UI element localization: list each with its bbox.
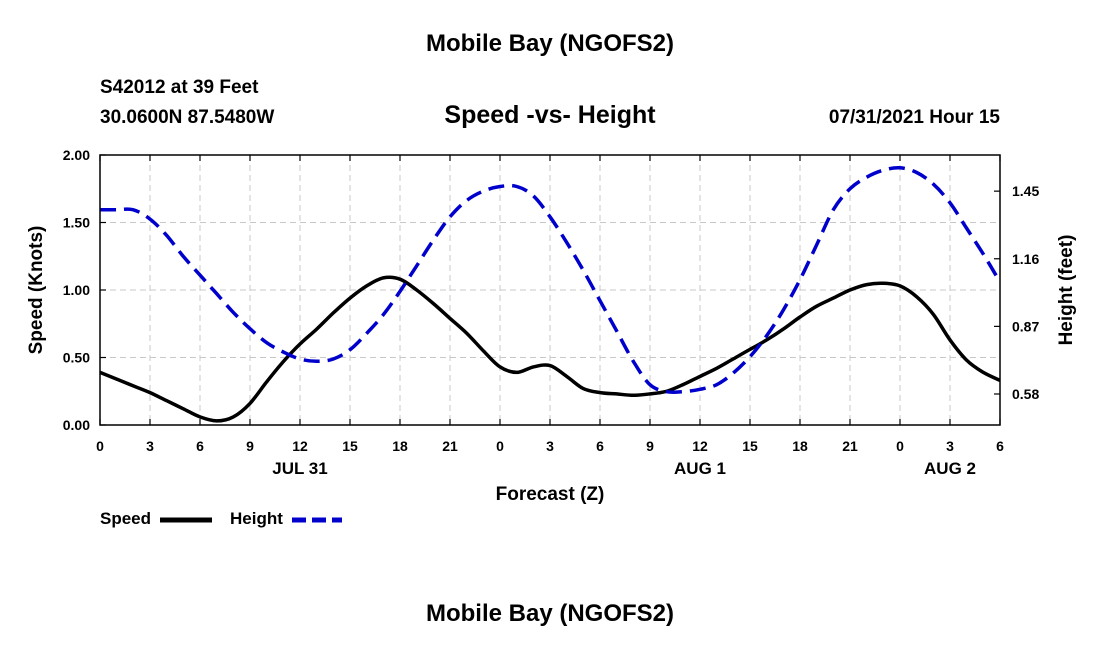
date-label: JUL 31 [272, 459, 327, 478]
date-label: AUG 1 [674, 459, 726, 478]
y-tick-label: 1.00 [63, 282, 90, 298]
x-tick-label: 9 [246, 438, 254, 454]
y-tick-label: 1.50 [63, 215, 90, 231]
x-tick-label: 18 [392, 438, 408, 454]
series-line-speed [99, 275, 1001, 423]
y2-axis-label: Height (feet) [1056, 235, 1077, 346]
x-tick-label: 3 [146, 438, 154, 454]
x-axis-label: Forecast (Z) [496, 484, 605, 505]
chart-bottom-title: Mobile Bay (NGOFS2) [425, 600, 675, 627]
x-tick-label: 15 [742, 438, 758, 454]
chart-main-title: Mobile Bay (NGOFS2) [425, 30, 675, 57]
y2-tick-label: 0.87 [1012, 318, 1039, 334]
x-tick-label: 18 [792, 438, 808, 454]
y2-tick-label: 1.45 [1012, 183, 1039, 199]
x-tick-label: 15 [342, 438, 358, 454]
x-tick-label: 21 [842, 438, 858, 454]
y-tick-label: 0.50 [63, 350, 90, 366]
y-tick-label: 2.00 [63, 147, 90, 163]
y2-tick-label: 1.16 [1012, 251, 1039, 267]
x-tick-label: 12 [692, 438, 708, 454]
series-line-height [100, 165, 1002, 395]
date-label: AUG 2 [924, 459, 976, 478]
x-tick-label: 9 [646, 438, 654, 454]
x-tick-label: 0 [496, 438, 504, 454]
x-tick-label: 6 [196, 438, 204, 454]
x-tick-label: 12 [292, 438, 308, 454]
legend-height-label: Height [230, 509, 283, 528]
y-tick-label: 0.00 [63, 417, 90, 433]
legend-speed-label: Speed [100, 509, 152, 528]
x-tick-label: 0 [896, 438, 904, 454]
y-axis-label: Speed (Knots) [26, 226, 47, 355]
x-tick-label: 0 [96, 438, 104, 454]
datetime-label: 07/31/2021 Hour 15 [828, 107, 1000, 128]
grid-layer [100, 155, 1000, 425]
x-tick-label: 3 [546, 438, 554, 454]
x-tick-label: 6 [996, 438, 1004, 454]
y2-tick-label: 0.58 [1012, 386, 1039, 402]
coordinates-label: 30.0600N 87.5480W [100, 107, 275, 128]
x-tick-label: 6 [596, 438, 604, 454]
station-label: S42012 at 39 Feet [100, 77, 259, 98]
x-tick-label: 21 [442, 438, 458, 454]
x-tick-label: 3 [946, 438, 954, 454]
axis-layer: 0 3 6 9 12 15 18 21 0 3 6 9 12 15 18 21 0 3 6 0.00 0.50 1.00 1… [63, 147, 1040, 478]
series-layer [99, 165, 1002, 423]
chart-subtitle: Speed -vs- Height [444, 101, 656, 129]
